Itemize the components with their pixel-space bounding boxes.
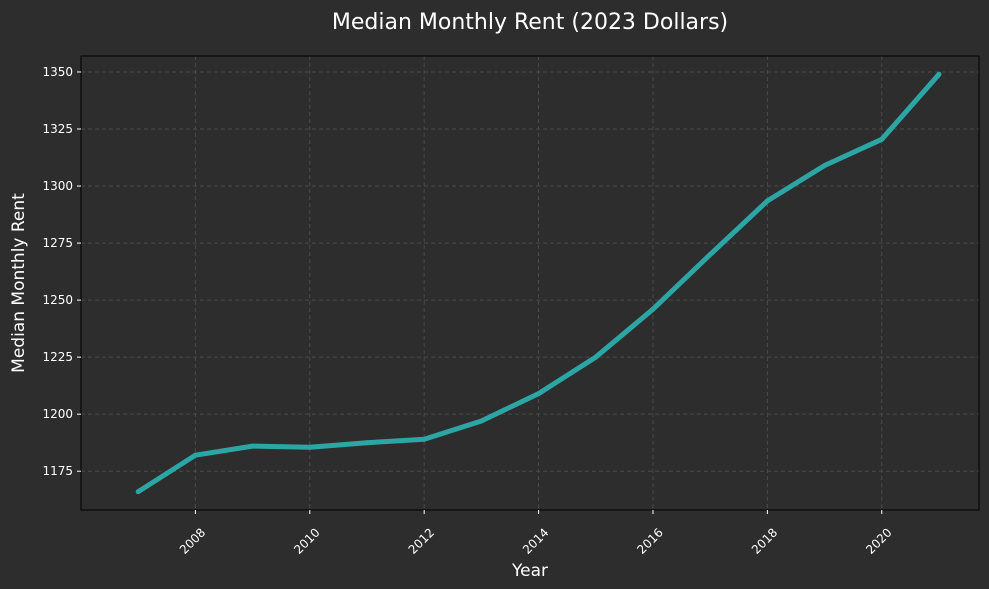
- data-point: [536, 391, 542, 397]
- y-axis-label: Median Monthly Rent: [9, 193, 29, 373]
- data-point: [707, 252, 713, 257]
- y-tick-label: 1175: [42, 464, 73, 478]
- data-point: [250, 443, 256, 449]
- grid-lines: [81, 56, 979, 510]
- data-point: [879, 136, 885, 142]
- y-tick-label: 1325: [42, 122, 73, 136]
- data-point: [478, 418, 484, 424]
- data-point: [764, 198, 770, 204]
- data-point: [192, 452, 198, 458]
- data-point: [822, 163, 828, 168]
- y-tick-label: 1275: [42, 236, 73, 250]
- x-axis-label: Year: [511, 561, 548, 581]
- plot-frame: [80, 55, 980, 511]
- chart-title: Median Monthly Rent (2023 Dollars): [332, 10, 728, 35]
- data-point: [421, 436, 427, 442]
- y-tick-label: 1250: [42, 293, 73, 307]
- data-point: [307, 444, 313, 450]
- data-point: [936, 71, 942, 77]
- y-tick-label: 1300: [42, 179, 73, 193]
- y-tick-label: 1350: [42, 65, 73, 79]
- data-point: [650, 306, 656, 312]
- y-tick-label: 1225: [42, 350, 73, 364]
- series-layer: [135, 71, 942, 495]
- data-point: [364, 440, 370, 446]
- data-point: [593, 354, 599, 360]
- y-tick-label: 1200: [42, 407, 73, 421]
- data-point: [135, 489, 141, 495]
